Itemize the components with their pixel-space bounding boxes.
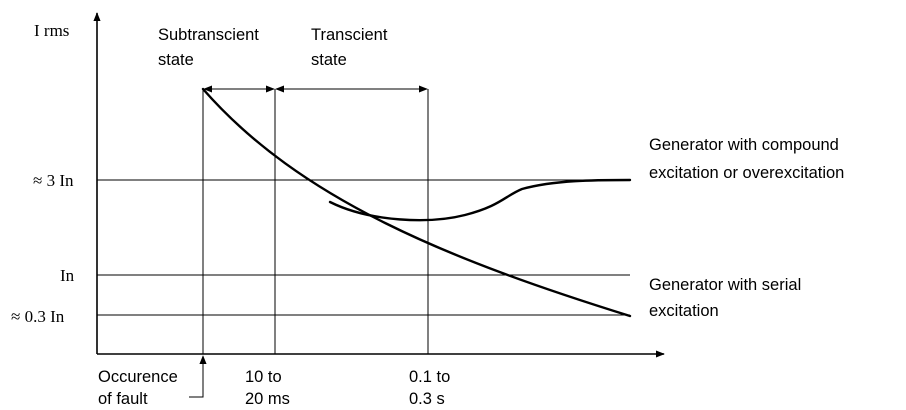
- transient-state-label: Transcient state: [311, 26, 392, 69]
- t1-label: 10 to 20 ms: [245, 368, 290, 408]
- fault-pointer-line: [189, 372, 204, 398]
- compound-excitation-curve: [328, 178, 632, 222]
- y-axis-label: I rms: [34, 21, 69, 40]
- level-label-in: In: [60, 266, 75, 285]
- serial-excitation-curve: [201, 87, 632, 318]
- fault-label: Occurence of fault: [98, 368, 182, 408]
- level-label-0-3in: ≈ 0.3 In: [11, 307, 65, 326]
- level-label-3in: ≈ 3 In: [33, 171, 74, 190]
- subtransient-state-label: Subtranscient state: [158, 26, 264, 69]
- compound-curve-label: Generator with compound excitation or ov…: [649, 136, 844, 182]
- t2-label: 0.1 to 0.3 s: [409, 368, 455, 408]
- serial-curve-label: Generator with serial excitation: [649, 276, 806, 320]
